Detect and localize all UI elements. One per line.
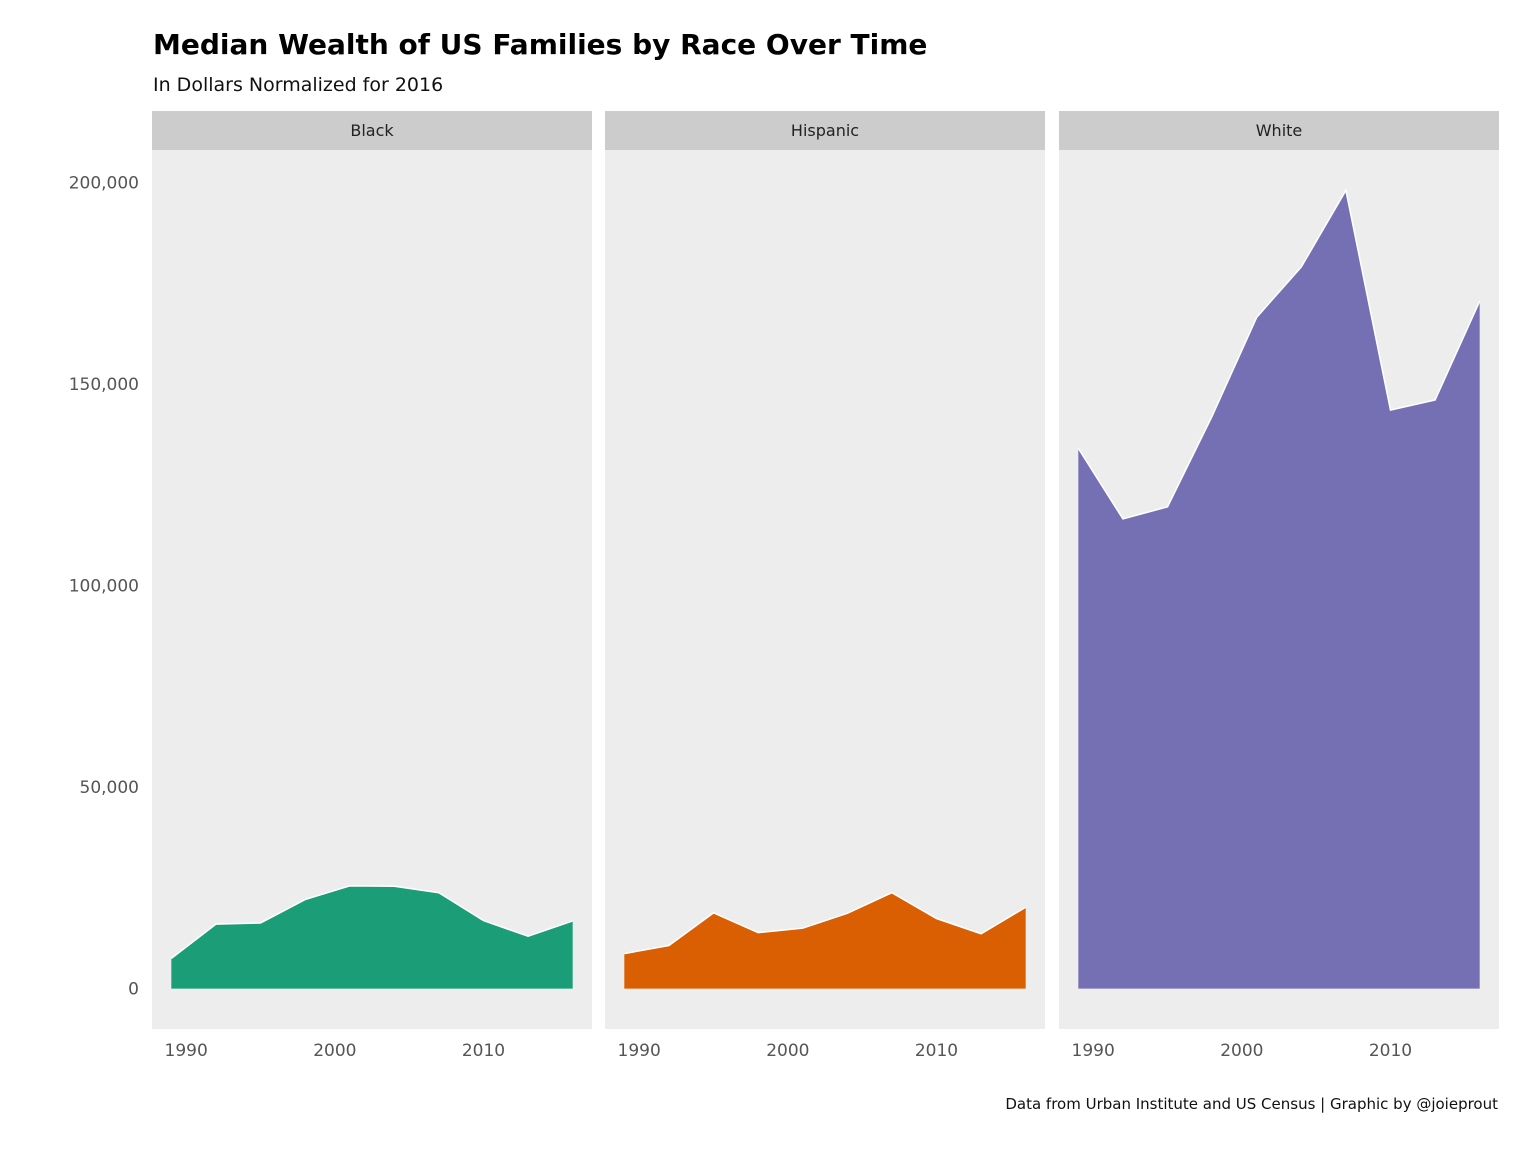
x-tick-label: 2000 [313, 1041, 356, 1061]
y-tick-label: 150,000 [69, 375, 139, 395]
facet-strip [152, 111, 592, 150]
facet-strip [1059, 111, 1499, 150]
chart-caption: Data from Urban Institute and US Census … [1005, 1095, 1498, 1113]
panel-background [152, 150, 592, 1029]
facet-black: Black 1990 2000 2010 [152, 111, 592, 1061]
x-tick-label: 2000 [766, 1041, 809, 1061]
area-outline [1077, 188, 1481, 520]
y-tick-label: 0 [128, 980, 139, 1000]
x-tick-label: 1990 [618, 1041, 661, 1061]
y-tick-label: 100,000 [69, 576, 139, 596]
area-black [171, 885, 573, 989]
facet-strip-label: Black [350, 121, 394, 140]
x-tick-label: 2010 [462, 1041, 505, 1061]
panel-background [605, 150, 1045, 1029]
area-hispanic [624, 892, 1026, 989]
x-tick-label: 2010 [915, 1041, 958, 1061]
chart-subtitle: In Dollars Normalized for 2016 [153, 74, 444, 96]
facet-white: White 1990 2000 2010 [1059, 111, 1499, 1061]
x-tick-label: 2010 [1369, 1041, 1412, 1061]
area-white [1078, 190, 1480, 989]
y-tick-label: 50,000 [80, 778, 139, 798]
chart-title: Median Wealth of US Families by Race Ove… [153, 28, 928, 61]
x-tick-label: 1990 [165, 1041, 208, 1061]
x-tick-label: 1990 [1072, 1041, 1115, 1061]
x-tick-label: 2000 [1220, 1041, 1263, 1061]
facet-strip-label: Hispanic [791, 121, 859, 140]
y-tick-label: 200,000 [69, 173, 139, 193]
facet-strip [605, 111, 1045, 150]
area-outline [624, 891, 1027, 955]
facet-strip-label: White [1256, 121, 1303, 140]
area-outline [170, 885, 573, 960]
facet-hispanic: Hispanic 1990 2000 2010 [605, 111, 1045, 1061]
